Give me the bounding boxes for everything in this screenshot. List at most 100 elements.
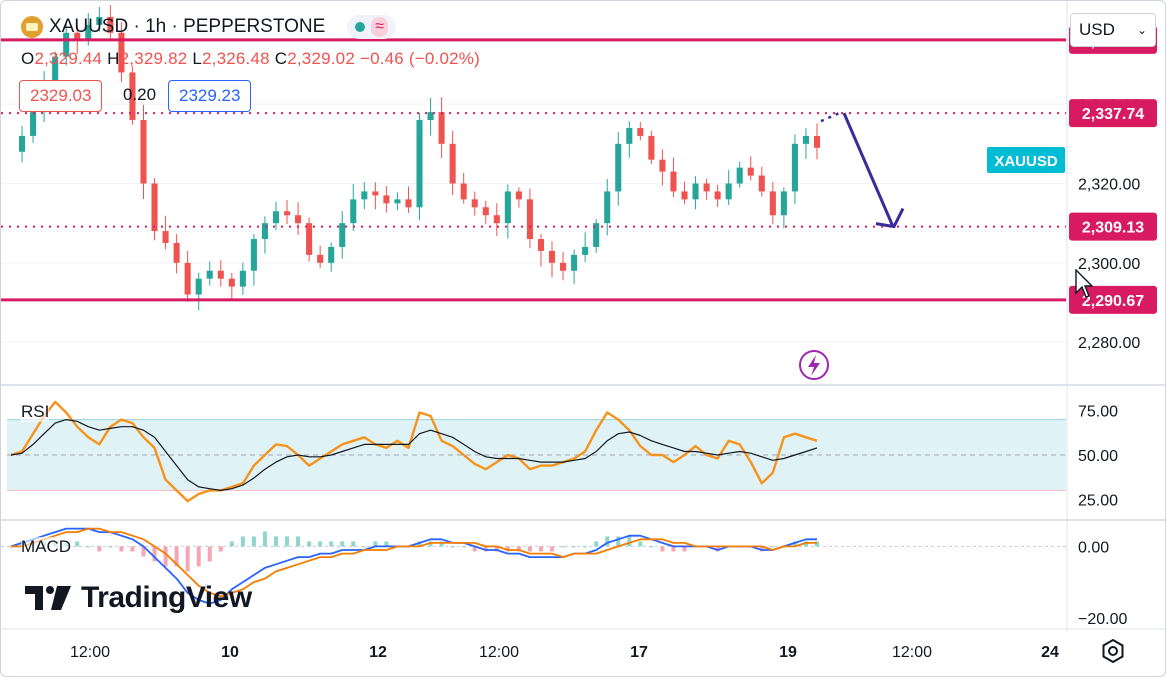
macd-line (10, 527, 817, 605)
macd-histogram-bar (428, 541, 433, 547)
candle-body (217, 270, 224, 279)
candle-body (637, 127, 644, 136)
level-price-label: 2,290.67 (1082, 293, 1144, 310)
gold-coin-icon (21, 16, 43, 38)
macd-histogram-bar (240, 536, 245, 547)
macd-histogram-bar (505, 546, 510, 552)
time-tick-label: 12:00 (70, 644, 110, 661)
candle-body (339, 223, 346, 247)
currency-value: USD (1079, 20, 1115, 39)
price-tick-label: 2,280.00 (1078, 335, 1140, 352)
macd-histogram-bar (815, 541, 819, 547)
lightning-bolt-icon (808, 355, 820, 376)
macd-histogram-bar (770, 546, 775, 548)
macd-histogram-bar (340, 541, 345, 547)
macd-histogram-bar (483, 546, 488, 552)
projection-arrowhead (875, 207, 905, 229)
macd-histogram-bar (351, 541, 356, 547)
candle-body (769, 191, 776, 216)
candle-body (725, 183, 732, 200)
market-open-dot-icon (355, 22, 366, 32)
macd-pane-label[interactable]: MACD (21, 537, 72, 557)
candle-body (714, 191, 721, 200)
candle-body (129, 72, 136, 121)
macd-histogram-bar (218, 546, 223, 552)
macd-tick-label: 0.00 (1078, 539, 1109, 556)
macd-histogram-bar (572, 546, 577, 548)
macd-histogram-bar (285, 536, 290, 547)
macd-histogram-bar (207, 546, 212, 562)
candle-body (515, 191, 522, 200)
candle-body (582, 246, 589, 255)
currency-select[interactable]: USD ⌄ (1070, 13, 1156, 47)
brand-name: TradingView (81, 581, 252, 614)
wave-icon: ≈ (371, 17, 389, 37)
macd-histogram-bar (472, 546, 477, 552)
time-tick-label: 12 (369, 644, 387, 661)
candle-body (74, 32, 81, 41)
candle-body (151, 183, 158, 232)
candle-body (350, 199, 357, 224)
candle-body (780, 191, 787, 216)
candle-body (361, 191, 368, 200)
macd-histogram-bar (417, 541, 422, 547)
candle-body (493, 215, 500, 224)
candle-body (306, 223, 313, 255)
candle-body (295, 215, 302, 224)
macd-histogram-bar (671, 546, 676, 552)
sell-price-button[interactable]: 2329.03 (19, 80, 103, 112)
symbol-legend[interactable]: XAUUSD · 1h · PEPPERSTONE ≈ (21, 15, 397, 39)
candle-body (19, 135, 26, 152)
symbol-tag-label: XAUUSD (994, 153, 1058, 170)
time-tick-label: 12:00 (892, 644, 932, 661)
market-status-pill[interactable]: ≈ (347, 15, 397, 39)
level-price-tag (1069, 212, 1157, 241)
buy-price-button[interactable]: 2329.23 (168, 80, 252, 112)
candle-body (482, 207, 489, 216)
close-label: C (274, 49, 288, 68)
candle-body (317, 254, 324, 263)
candle-body (438, 112, 445, 144)
candle-body (593, 223, 600, 247)
macd-histogram-bar (229, 541, 234, 547)
macd-histogram-bar (792, 541, 797, 547)
price-tick-label: 2,300.00 (1078, 256, 1140, 273)
macd-histogram-bar (682, 546, 687, 552)
macd-histogram-bar (318, 541, 323, 547)
macd-histogram-bar (141, 546, 146, 557)
candle-body (571, 254, 578, 271)
macd-histogram-bar (307, 541, 312, 547)
candle-body (537, 239, 545, 251)
candle-body (107, 16, 114, 33)
macd-histogram-bar (561, 546, 566, 548)
rsi-pane-label[interactable]: RSI (21, 402, 50, 422)
macd-histogram-bar (273, 536, 278, 547)
candle-body (173, 242, 180, 263)
candle-body (118, 32, 125, 73)
price-tick-label: 2,320.00 (1078, 176, 1140, 193)
time-tick-label: 19 (779, 644, 797, 661)
level-price-label: 2,309.13 (1082, 220, 1144, 237)
candle-body (626, 127, 633, 144)
macd-histogram-bar (174, 546, 179, 567)
candle-body (394, 199, 401, 204)
candle-body (560, 262, 567, 271)
candle-body (471, 199, 478, 208)
settings-gear-icon[interactable] (1099, 637, 1127, 665)
macd-histogram-bar (196, 546, 201, 567)
level-price-tag (1069, 285, 1157, 314)
high-value: 2,329.82 (119, 49, 188, 68)
macd-histogram-bar (163, 546, 168, 567)
macd-histogram-bar (130, 546, 135, 552)
candle-body (648, 135, 655, 160)
macd-signal-line (11, 527, 817, 598)
macd-histogram-bar (119, 546, 124, 552)
candle-body (272, 211, 280, 224)
candle-body (261, 223, 268, 240)
macd-histogram-bar (594, 541, 599, 547)
rsi-tick-label: 25.00 (1078, 492, 1118, 509)
macd-histogram-bar (583, 546, 588, 548)
time-tick-label: 17 (630, 644, 648, 661)
level-price-tag (1069, 99, 1157, 128)
macd-histogram-bar (75, 541, 80, 547)
